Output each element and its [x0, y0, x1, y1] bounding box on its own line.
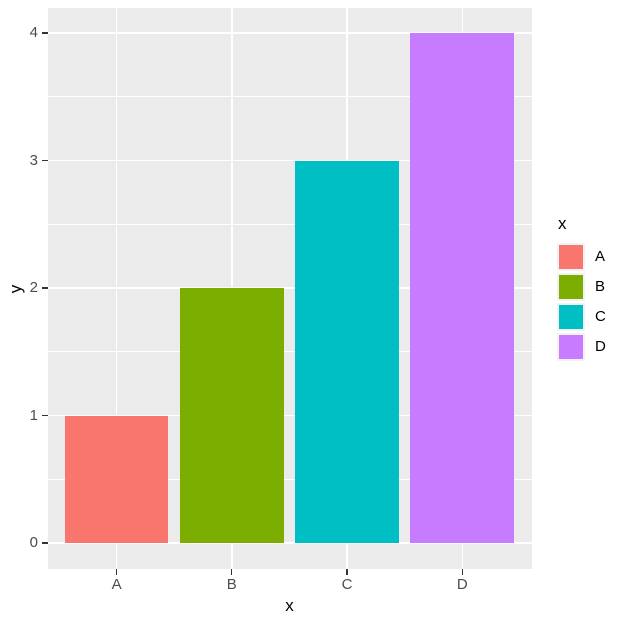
- y-tick-label-4: 4: [29, 24, 38, 41]
- legend-label-A: A: [595, 248, 606, 265]
- legend-label-C: C: [595, 308, 606, 325]
- legend-label-D: D: [595, 338, 606, 355]
- x-tick-mark: [461, 569, 463, 575]
- gridline-minor-h: [47, 96, 532, 98]
- legend-key-D: [557, 333, 585, 361]
- gridline-major-v: [115, 8, 118, 569]
- legend-key-B: [557, 273, 585, 301]
- gridline-minor-h: [47, 351, 532, 353]
- gridline-minor-h: [47, 478, 532, 480]
- legend-key-C: [557, 303, 585, 331]
- y-tick-mark: [42, 32, 48, 34]
- y-tick-label-1: 1: [29, 406, 38, 424]
- x-tick-label-B: B: [226, 576, 237, 593]
- gridline-major-h: [47, 542, 532, 544]
- legend-entry-A: A: [557, 243, 606, 271]
- gridline-major-h: [47, 287, 532, 289]
- y-tick-label-2: 2: [29, 279, 38, 296]
- y-axis-title: y: [6, 284, 25, 294]
- gridline-major-h: [47, 159, 532, 162]
- x-tick-label-D: D: [456, 576, 468, 593]
- y-tick-label-3: 3: [29, 151, 38, 169]
- bar-C: [295, 160, 399, 543]
- bar-B: [179, 288, 284, 543]
- bar-D: [410, 33, 515, 543]
- gridline-major-h: [47, 32, 532, 34]
- legend-entry-B: B: [557, 273, 606, 301]
- legend-key-A: [557, 243, 585, 271]
- legend-entry-D: D: [557, 333, 606, 361]
- x-tick-label-C: C: [341, 576, 353, 593]
- legend-swatch-D: [559, 335, 583, 359]
- x-tick-mark: [346, 569, 348, 575]
- legend-swatch-B: [559, 275, 583, 299]
- legend-entry-C: C: [557, 303, 606, 331]
- legend-label-B: B: [595, 278, 606, 295]
- x-tick-mark: [115, 569, 118, 575]
- x-tick-mark: [231, 569, 233, 575]
- y-tick-mark: [42, 542, 48, 544]
- x-tick-label-A: A: [111, 576, 122, 593]
- legend-swatch-A: [559, 245, 583, 269]
- y-tick-mark: [42, 287, 48, 289]
- bar-A: [64, 415, 169, 543]
- legend-swatch-C: [559, 305, 583, 329]
- gridline-minor-h: [47, 223, 532, 225]
- legend-title: x: [558, 214, 567, 233]
- x-axis-title: x: [285, 596, 294, 615]
- y-tick-mark: [42, 414, 48, 417]
- y-tick-label-0: 0: [29, 534, 38, 551]
- plot-panel: [47, 8, 532, 569]
- gridline-major-h: [47, 414, 532, 417]
- y-tick-mark: [42, 159, 48, 162]
